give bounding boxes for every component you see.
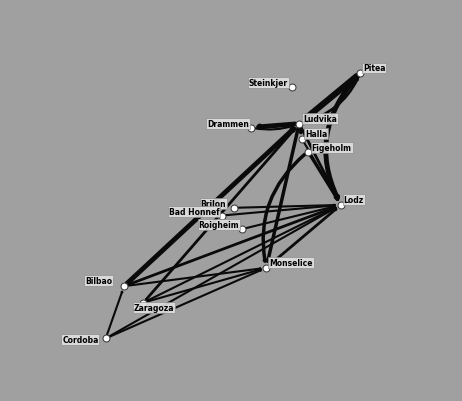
FancyArrowPatch shape (128, 269, 261, 286)
FancyArrowPatch shape (109, 208, 335, 336)
Text: Monselice: Monselice (269, 258, 313, 267)
FancyArrowPatch shape (147, 208, 335, 301)
Text: Bad Honnef: Bad Honnef (169, 207, 219, 216)
FancyArrowPatch shape (267, 128, 298, 261)
FancyArrowPatch shape (246, 207, 335, 229)
Text: Roigheim: Roigheim (199, 221, 239, 230)
FancyArrowPatch shape (301, 128, 338, 200)
FancyArrowPatch shape (310, 156, 338, 200)
FancyArrowPatch shape (269, 209, 336, 265)
FancyArrowPatch shape (238, 205, 335, 208)
Text: Drammen: Drammen (207, 119, 249, 128)
Text: Cordoba: Cordoba (62, 335, 98, 344)
FancyArrowPatch shape (255, 126, 294, 130)
FancyArrowPatch shape (109, 270, 261, 337)
FancyArrowPatch shape (226, 206, 335, 216)
FancyArrowPatch shape (107, 292, 122, 335)
Text: Ludvika: Ludvika (303, 114, 337, 124)
Text: Zaragoza: Zaragoza (134, 304, 174, 312)
Text: Lodz: Lodz (344, 196, 364, 205)
Text: Pitea: Pitea (363, 64, 385, 73)
FancyArrowPatch shape (263, 155, 304, 261)
Text: Halla: Halla (305, 130, 327, 139)
Text: Brilon: Brilon (201, 199, 226, 209)
FancyArrowPatch shape (300, 128, 301, 134)
FancyArrowPatch shape (127, 130, 293, 284)
Text: Bilbao: Bilbao (85, 277, 113, 286)
FancyArrowPatch shape (259, 125, 295, 128)
FancyArrowPatch shape (326, 77, 357, 198)
Text: Steinkjer: Steinkjer (249, 79, 288, 88)
FancyArrowPatch shape (147, 269, 261, 302)
FancyArrowPatch shape (306, 77, 357, 119)
FancyArrowPatch shape (146, 129, 295, 300)
Text: Figeholm: Figeholm (312, 144, 352, 152)
FancyArrowPatch shape (128, 207, 335, 285)
FancyArrowPatch shape (304, 144, 338, 200)
FancyArrowPatch shape (303, 80, 358, 124)
